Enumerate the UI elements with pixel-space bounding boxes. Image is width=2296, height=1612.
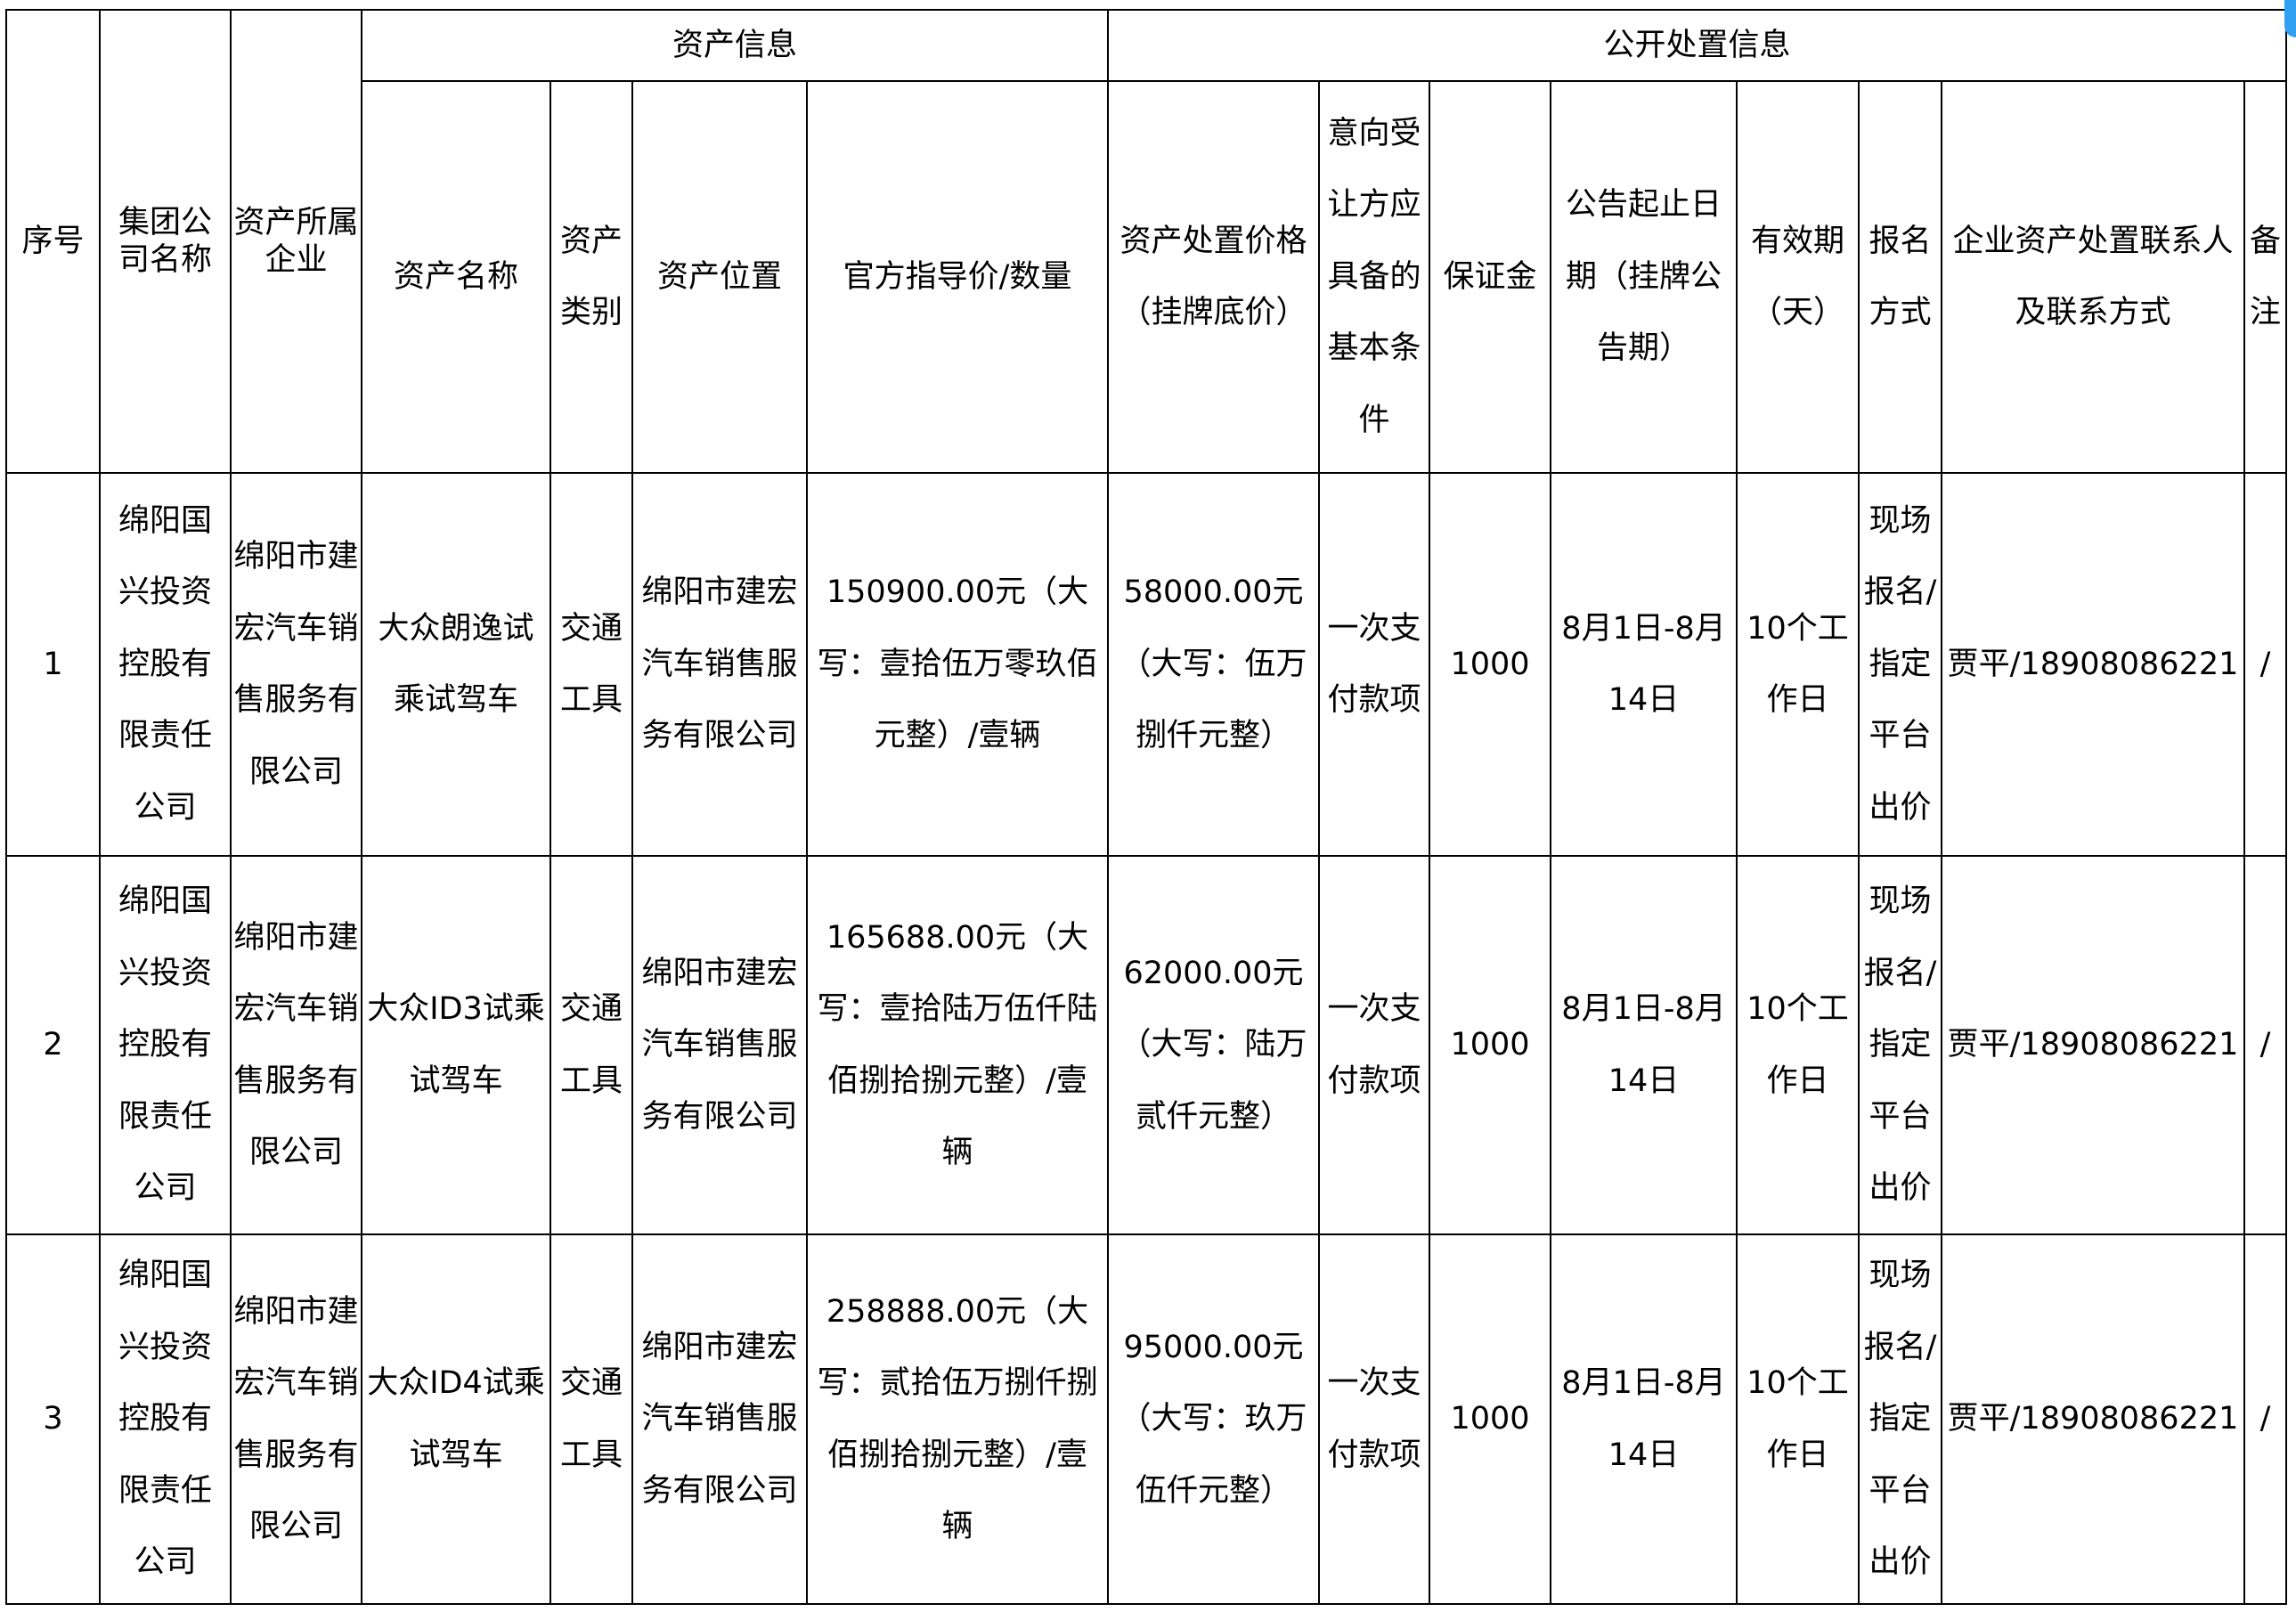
table-row: 2 绵阳国 兴投资 控股有 限责任 公司 绵阳市建 宏汽车销 售服务有 限公司 … [5,855,2288,1235]
cell-validity: 10个工 作日 [1736,472,1860,857]
cell-method: 现场 报名/ 指定 平台 出价 [1858,855,1943,1235]
cell-owning-enterprise: 绵阳市建 宏汽车销 售服务有 限公司 [230,855,362,1235]
header-remark: 备 注 [2243,80,2288,474]
cell-disposal-price: 58000.00元 （大写：伍万 捌仟元整） [1107,472,1321,857]
cell-deposit: 1000 [1429,855,1552,1235]
cell-period: 8月1日-8月 14日 [1550,855,1738,1235]
table-row: 1 绵阳国 兴投资 控股有 限责任 公司 绵阳市建 宏汽车销 售服务有 限公司 … [5,472,2288,857]
cell-disposal-price: 62000.00元 （大写：陆万 贰仟元整） [1107,855,1321,1235]
header-asset-name: 资产名称 [361,80,551,474]
cell-contact: 贾平/18908086221 [1941,472,2246,857]
cell-remark: / [2243,1233,2288,1605]
cell-remark: / [2243,472,2288,857]
cell-asset-location: 绵阳市建宏 汽车销售服 务有限公司 [631,1233,808,1605]
cell-group-company: 绵阳国 兴投资 控股有 限责任 公司 [99,1233,232,1605]
cell-owning-enterprise: 绵阳市建 宏汽车销 售服务有 限公司 [230,1233,362,1605]
cell-guide-price: 150900.00元（大 写：壹拾伍万零玖佰 元整）/壹辆 [805,472,1110,857]
cell-owning-enterprise: 绵阳市建 宏汽车销 售服务有 限公司 [230,472,362,857]
cell-serial: 3 [5,1233,101,1605]
cell-deposit: 1000 [1429,472,1552,857]
group-header-disposal-info: 公开处置信息 [1107,9,2288,82]
header-guide-price: 官方指导价/数量 [805,80,1110,474]
header-disposal-price: 资产处置价格 （挂牌底价） [1107,80,1321,474]
cell-validity: 10个工 作日 [1736,1233,1860,1605]
header-deposit: 保证金 [1429,80,1552,474]
header-asset-location: 资产位置 [631,80,808,474]
header-group-company: 集团公 司名称 [99,9,232,474]
cell-guide-price: 258888.00元（大 写：贰拾伍万捌仟捌 佰捌拾捌元整）/壹 辆 [805,1233,1110,1605]
cell-period: 8月1日-8月 14日 [1550,1233,1738,1605]
header-asset-category: 资产 类别 [550,80,633,474]
header-registration-method: 报名 方式 [1858,80,1943,474]
cell-asset-category: 交通 工具 [550,1233,633,1605]
cell-asset-name: 大众朗逸试 乘试驾车 [361,472,551,857]
header-announcement-period: 公告起止日 期（挂牌公 告期） [1550,80,1738,474]
cell-conditions: 一次支 付款项 [1318,1233,1431,1605]
corner-accent-button[interactable] [2284,0,2296,37]
cell-deposit: 1000 [1429,1233,1552,1605]
cell-guide-price: 165688.00元（大 写：壹拾陆万伍仟陆 佰捌拾捌元整）/壹 辆 [805,855,1110,1235]
header-serial: 序号 [5,9,101,474]
cell-asset-name: 大众ID3试乘 试驾车 [361,855,551,1235]
cell-conditions: 一次支 付款项 [1318,472,1431,857]
header-owning-enterprise: 资产所属 企业 [230,9,362,474]
cell-disposal-price: 95000.00元 （大写：玖万 伍仟元整） [1107,1233,1321,1605]
cell-serial: 2 [5,855,101,1235]
cell-group-company: 绵阳国 兴投资 控股有 限责任 公司 [99,855,232,1235]
cell-method: 现场 报名/ 指定 平台 出价 [1858,472,1943,857]
cell-asset-name: 大众ID4试乘 试驾车 [361,1233,551,1605]
cell-group-company: 绵阳国 兴投资 控股有 限责任 公司 [99,472,232,857]
header-contact: 企业资产处置联系人 及联系方式 [1941,80,2246,474]
cell-asset-location: 绵阳市建宏 汽车销售服 务有限公司 [631,472,808,857]
cell-serial: 1 [5,472,101,857]
group-header-asset-info: 资产信息 [360,9,1110,82]
table-row: 3 绵阳国 兴投资 控股有 限责任 公司 绵阳市建 宏汽车销 售服务有 限公司 … [5,1233,2288,1605]
cell-period: 8月1日-8月 14日 [1550,472,1738,857]
cell-asset-category: 交通 工具 [550,472,633,857]
cell-method: 现场 报名/ 指定 平台 出价 [1858,1233,1943,1605]
asset-disposal-table: 序号 集团公 司名称 资产所属 企业 资产信息 公开处置信息 资产名称 资产 类… [5,9,2288,1605]
header-transferee-conditions: 意向受 让方应 具备的 基本条 件 [1318,80,1431,474]
header-validity: 有效期 （天） [1736,80,1860,474]
cell-contact: 贾平/18908086221 [1941,1233,2246,1605]
cell-validity: 10个工 作日 [1736,855,1860,1235]
cell-contact: 贾平/18908086221 [1941,855,2246,1235]
cell-conditions: 一次支 付款项 [1318,855,1431,1235]
cell-remark: / [2243,855,2288,1235]
cell-asset-location: 绵阳市建宏 汽车销售服 务有限公司 [631,855,808,1235]
cell-asset-category: 交通 工具 [550,855,633,1235]
